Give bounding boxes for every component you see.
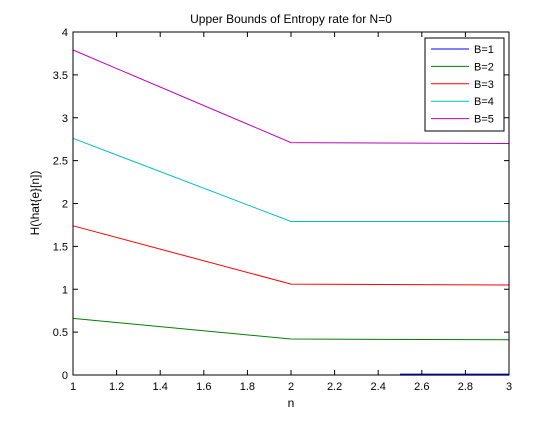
y-tick-label: 2.5 — [53, 156, 68, 168]
series-line-b5 — [72, 49, 510, 144]
x-axis-ticks: 1 1.2 1.4 1.6 1.8 2 2.2 2.4 2.6 2.8 3 — [70, 32, 512, 393]
plot-lines — [72, 49, 510, 376]
y-tick-label: 1.5 — [53, 241, 68, 253]
legend: B=1 B=2 B=3 B=4 B=5 — [424, 37, 505, 132]
y-tick-label: 0 — [62, 370, 68, 382]
series-line-b4 — [72, 137, 509, 222]
x-tick-label: 1 — [70, 381, 76, 393]
legend-label: B=3 — [474, 79, 494, 91]
x-tick-label: 2.6 — [414, 381, 429, 393]
x-tick-label: 1.4 — [153, 381, 168, 393]
x-tick-label: 2.2 — [327, 381, 342, 393]
x-tick-label: 2 — [288, 381, 294, 393]
legend-label: B=5 — [474, 114, 494, 126]
x-tick-label: 1.2 — [109, 381, 124, 393]
series-line-b3 — [72, 225, 510, 286]
legend-label: B=4 — [474, 96, 494, 108]
y-tick-label: 3 — [62, 113, 68, 125]
x-tick-label: 2.8 — [458, 381, 473, 393]
x-tick-label: 1.8 — [240, 381, 255, 393]
chart-title: Upper Bounds of Entropy rate for N=0 — [190, 12, 392, 26]
y-axis-label: H(\hat{e}[n]) — [28, 171, 42, 236]
x-tick-label: 3 — [506, 381, 512, 393]
x-tick-label: 1.6 — [196, 381, 211, 393]
legend-label: B=2 — [474, 61, 494, 73]
legend-label: B=1 — [474, 44, 494, 56]
y-tick-label: 2 — [62, 199, 68, 211]
y-tick-label: 1 — [62, 284, 68, 296]
y-axis-ticks: 0 0.5 1 1.5 2 2.5 3 3.5 4 — [53, 27, 509, 382]
y-tick-label: 3.5 — [53, 70, 68, 82]
y-tick-label: 0.5 — [53, 327, 68, 339]
legend-box — [424, 37, 505, 132]
series-line-b2 — [72, 317, 510, 341]
x-tick-label: 2.4 — [371, 381, 386, 393]
x-axis-label: n — [288, 396, 295, 410]
y-tick-label: 4 — [62, 27, 68, 39]
